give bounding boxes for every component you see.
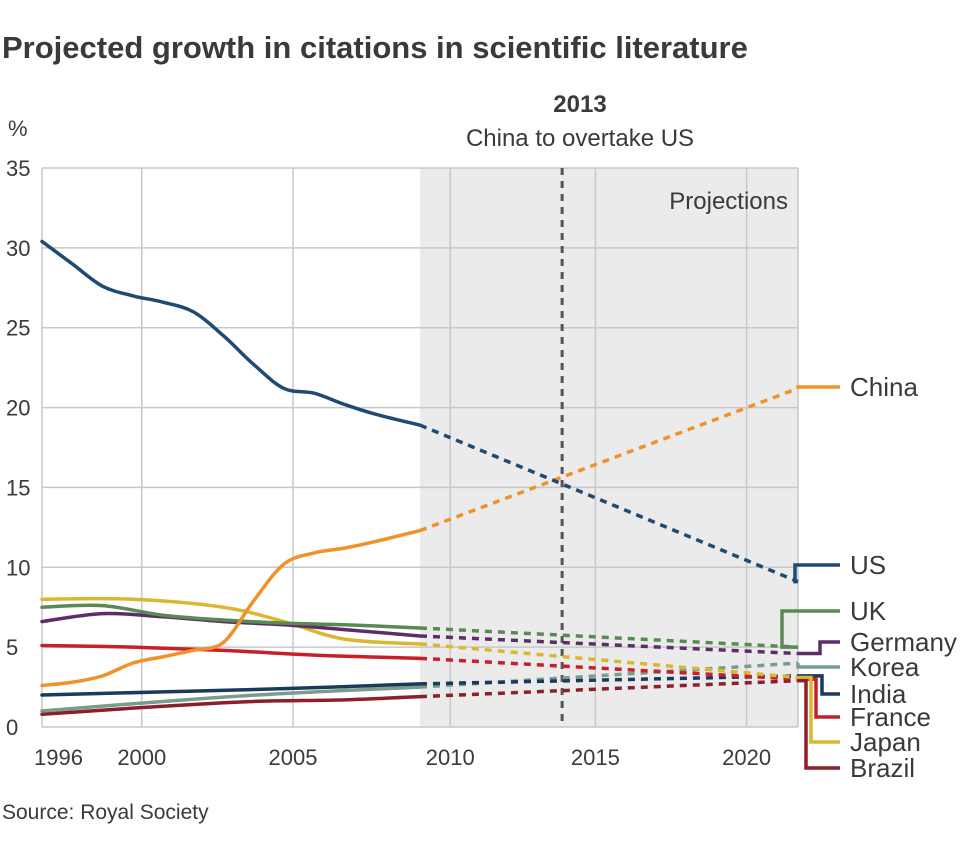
chart-title: Projected growth in citations in scienti… bbox=[2, 30, 748, 65]
legend-connector-germany bbox=[798, 640, 840, 656]
legend-connector-japan bbox=[798, 675, 840, 744]
legend-label-india: India bbox=[850, 679, 907, 709]
legend-label-japan: Japan bbox=[850, 727, 921, 757]
legend-label-uk: UK bbox=[850, 596, 887, 626]
series-uk-projection bbox=[419, 626, 799, 649]
series-us-projection bbox=[419, 423, 799, 584]
grid bbox=[41, 167, 799, 728]
series-lines bbox=[40, 239, 799, 716]
y-tick-label: 20 bbox=[6, 396, 30, 421]
series-korea-actual bbox=[40, 685, 422, 713]
annotation-title: 2013 bbox=[553, 91, 606, 118]
y-tick-label: 5 bbox=[6, 635, 18, 660]
axis-ticks: 0 5 10 15 20 25 30 35 1996 2000 2005 2010 2015 2020 bbox=[6, 156, 771, 770]
series-china-actual bbox=[40, 528, 422, 688]
projection-region bbox=[420, 168, 798, 727]
x-tick-label: 2000 bbox=[117, 745, 166, 770]
series-france-actual bbox=[40, 643, 422, 661]
y-tick-label: 30 bbox=[6, 236, 30, 261]
legend-label-germany: Germany bbox=[850, 627, 957, 657]
legend-label-brazil: Brazil bbox=[850, 753, 915, 783]
legend-label-us: US bbox=[850, 550, 886, 580]
legend-label-korea: Korea bbox=[850, 652, 920, 682]
legend-label-france: France bbox=[850, 702, 931, 732]
annotation-text: China to overtake US bbox=[466, 125, 694, 152]
series-france-projection bbox=[419, 656, 799, 681]
legend-connector-brazil bbox=[798, 678, 840, 770]
x-tick-label: 2010 bbox=[426, 745, 475, 770]
x-tick-label: 2005 bbox=[269, 745, 318, 770]
x-tick-label: 2015 bbox=[571, 745, 620, 770]
x-tick-label: 2020 bbox=[722, 745, 771, 770]
series-brazil-actual bbox=[40, 694, 422, 716]
legend: China US UKGermanyKoreaIndiaFranceJapanBra… bbox=[780, 372, 957, 783]
series-china-projection bbox=[419, 386, 799, 533]
series-korea-projection bbox=[419, 661, 799, 689]
y-tick-label: 35 bbox=[6, 156, 30, 181]
y-axis-label: % bbox=[8, 116, 28, 141]
legend-connector-us bbox=[793, 563, 840, 584]
x-tick-label: 1996 bbox=[34, 745, 83, 770]
y-tick-label: 15 bbox=[6, 475, 30, 500]
projection-label: Projections bbox=[669, 188, 788, 215]
y-tick-label: 0 bbox=[6, 715, 18, 740]
series-us-actual bbox=[40, 239, 422, 427]
series-germany-projection bbox=[419, 634, 799, 656]
series-uk-actual bbox=[40, 603, 422, 630]
y-tick-label: 25 bbox=[6, 316, 30, 341]
legend-label-china: China bbox=[850, 372, 918, 402]
series-india-actual bbox=[40, 682, 422, 697]
legend-connector-korea bbox=[796, 663, 840, 669]
legend-connector-uk bbox=[780, 609, 840, 649]
series-brazil-projection bbox=[419, 678, 799, 699]
source-note: Source: Royal Society bbox=[2, 801, 209, 824]
y-tick-label: 10 bbox=[6, 555, 30, 580]
series-japan-projection bbox=[419, 642, 799, 680]
legend-connector-china bbox=[796, 385, 840, 389]
